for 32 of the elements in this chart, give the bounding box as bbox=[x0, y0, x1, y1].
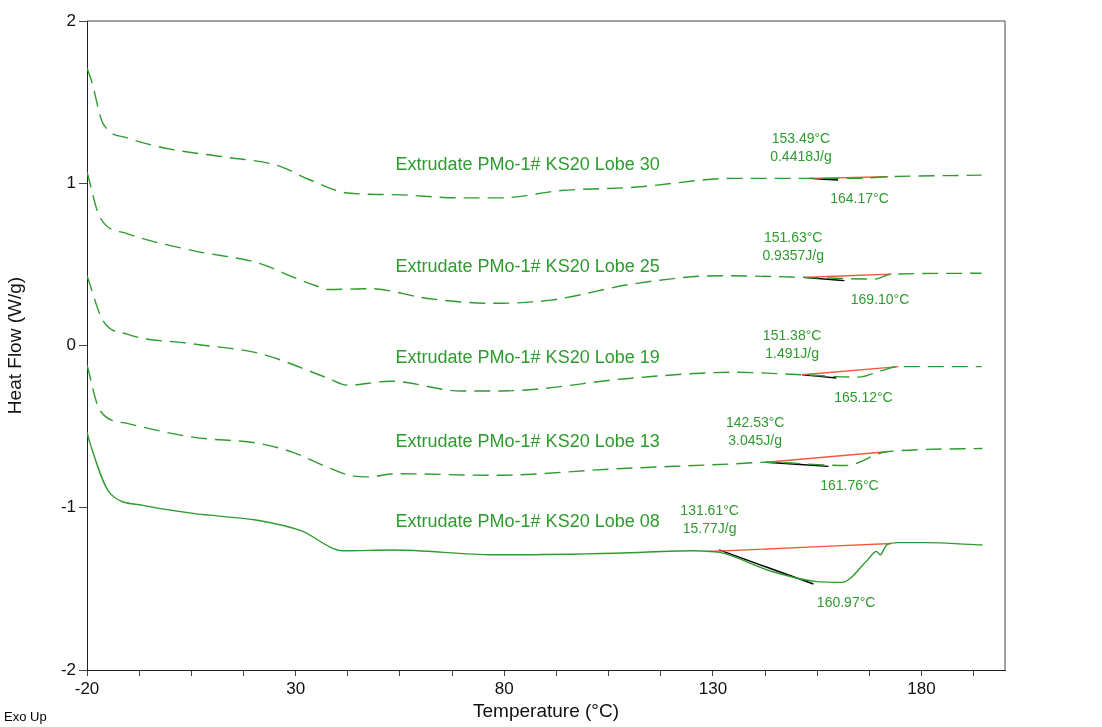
line-series bbox=[87, 171, 983, 305]
y-tick-label: -1 bbox=[60, 497, 76, 517]
annotation: 165.12°C bbox=[834, 389, 893, 405]
x-axis-title: Temperature (°C) bbox=[473, 699, 619, 721]
annotation: 131.61°C 15.77J/g bbox=[680, 501, 739, 536]
annotation: 160.97°C bbox=[816, 594, 876, 611]
line-series bbox=[87, 275, 983, 392]
y-tick-label: 0 bbox=[66, 335, 76, 355]
annotation: 151.38°C 1.491J/g bbox=[762, 326, 822, 361]
line-series bbox=[87, 364, 984, 478]
y-axis-title: Heat Flow (W/g) bbox=[3, 276, 25, 415]
annotation: 161.76°C bbox=[820, 477, 879, 494]
annotation: 164.17°C bbox=[830, 190, 889, 207]
series-label: Extrudate PMo-1# KS20 Lobe 30 bbox=[395, 153, 660, 174]
series-label: Extrudate PMo-1# KS20 Lobe 13 bbox=[395, 431, 660, 452]
annotation: 153.49°C 0.4418J/g bbox=[770, 130, 832, 165]
line-series bbox=[87, 431, 984, 584]
x-tick-label: 30 bbox=[286, 678, 306, 698]
y-tick-label: -2 bbox=[60, 659, 76, 679]
series-label: Extrudate PMo-1# KS20 Lobe 19 bbox=[395, 346, 660, 367]
y-tick-label: 1 bbox=[66, 172, 76, 192]
x-tick-label: 180 bbox=[907, 678, 936, 698]
text: Exo Up bbox=[4, 709, 47, 725]
x-tick-label: 130 bbox=[698, 678, 728, 698]
x-tick-label: -20 bbox=[74, 678, 100, 698]
annotation: 151.63°C 0.9357J/g bbox=[762, 229, 824, 264]
series-label: Extrudate PMo-1# KS20 Lobe 08 bbox=[395, 510, 660, 531]
series-label: Extrudate PMo-1# KS20 Lobe 25 bbox=[395, 256, 660, 277]
x-tick-label: 80 bbox=[494, 678, 514, 698]
annotation: 169.10°C bbox=[850, 290, 910, 307]
annotation: 142.53°C 3.045J/g bbox=[725, 414, 785, 449]
y-tick-label: 2 bbox=[66, 10, 76, 30]
